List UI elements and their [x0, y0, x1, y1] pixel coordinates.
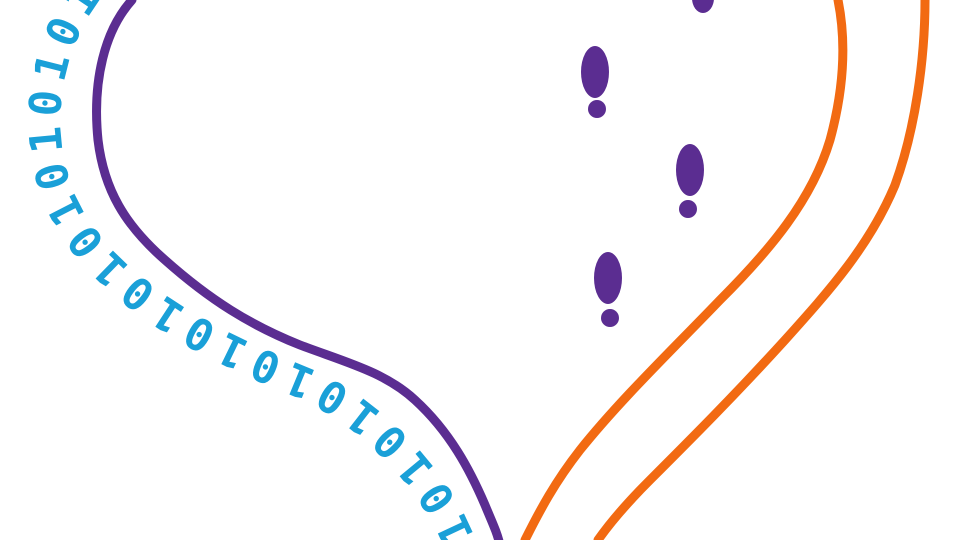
binary-digit: 0	[20, 88, 73, 118]
footprint-4	[594, 252, 622, 327]
heart-outline-left	[92, 0, 504, 540]
orange-line-outer	[593, 0, 930, 540]
footprint-1	[692, 0, 714, 13]
footprints	[581, 0, 714, 327]
footprint-3	[676, 144, 704, 218]
footprint-2	[581, 46, 609, 118]
binary-digit: 1	[20, 124, 73, 155]
orange-line-inner	[520, 0, 848, 540]
